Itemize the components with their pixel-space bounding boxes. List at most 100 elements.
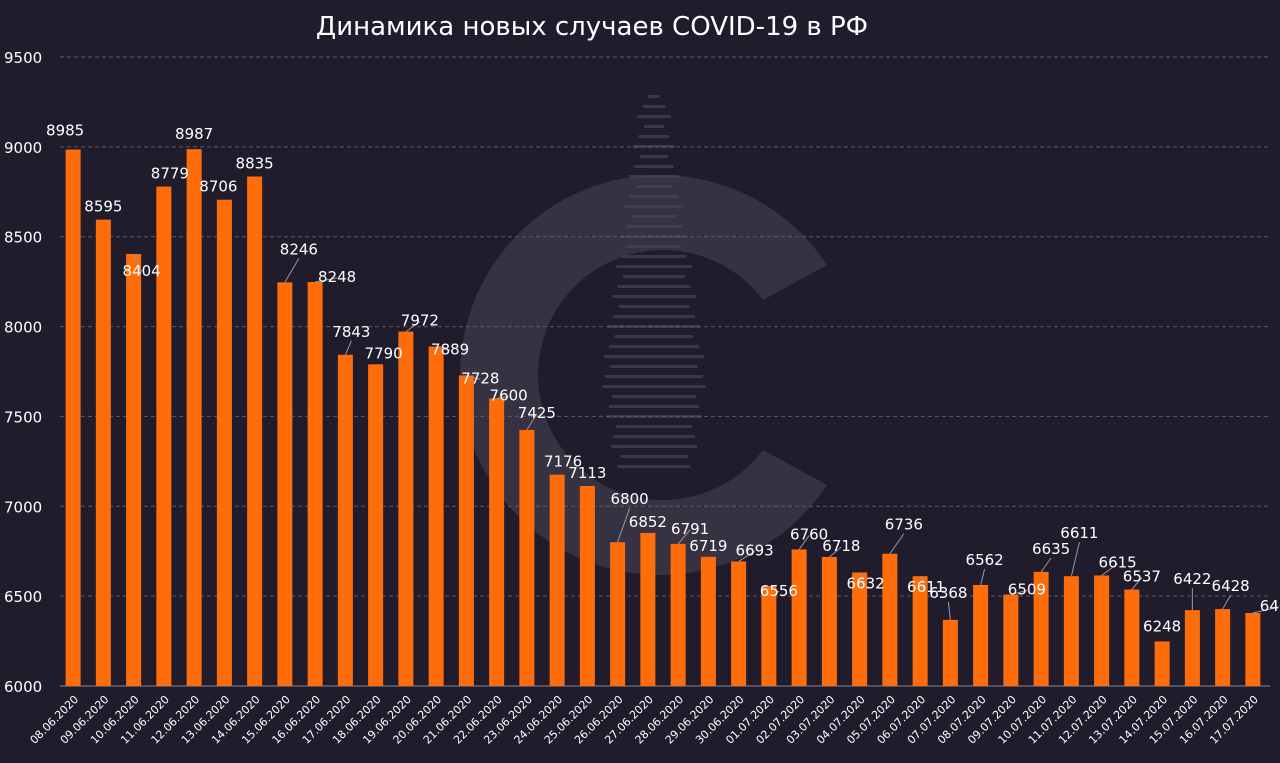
bar — [216, 199, 232, 686]
y-tick-label: 6000 — [4, 678, 42, 696]
logo-wave-line — [609, 405, 699, 408]
bar — [791, 549, 807, 686]
y-tick-label: 7500 — [4, 408, 42, 426]
y-tick-label: 6500 — [4, 588, 42, 606]
logo-wave-line — [637, 115, 671, 118]
logo-wave-line — [605, 375, 703, 378]
data-label: 6248 — [1143, 617, 1181, 635]
data-label: 6719 — [689, 537, 727, 555]
bar — [549, 474, 565, 686]
bar — [731, 561, 747, 686]
bar — [186, 149, 202, 687]
data-label: 6537 — [1123, 567, 1161, 585]
grid-lines — [60, 56, 1270, 687]
logo-wave-line — [634, 165, 674, 168]
bar — [973, 585, 989, 686]
label-leader-line — [133, 253, 143, 273]
data-label: 6368 — [929, 584, 967, 602]
data-label: 6615 — [1099, 553, 1137, 571]
logo-wave-line — [631, 215, 677, 218]
data-label: 7113 — [568, 464, 606, 482]
label-leader-lines — [133, 253, 1279, 620]
bar — [398, 331, 414, 686]
x-axis: 08.06.202009.06.202010.06.202011.06.2020… — [28, 693, 1261, 747]
label-leader-line — [284, 258, 300, 283]
label-leader-line — [947, 601, 951, 620]
data-label: 6509 — [1008, 581, 1046, 599]
bar — [277, 282, 293, 686]
label-leader-line — [1010, 590, 1027, 596]
bar — [247, 176, 263, 686]
data-label: 6556 — [760, 582, 798, 600]
bar — [1124, 589, 1140, 686]
label-leader-line — [859, 572, 867, 585]
bar — [640, 532, 656, 686]
label-leader-line — [617, 508, 631, 543]
bar — [1033, 571, 1049, 686]
data-label: 6406 — [1260, 597, 1280, 615]
bar — [65, 149, 81, 686]
label-leader-line — [980, 568, 986, 586]
data-label: 6760 — [790, 525, 828, 543]
data-label: 8706 — [199, 178, 237, 196]
data-label: 7728 — [461, 369, 499, 387]
bar — [1094, 575, 1110, 686]
logo-wave-line — [623, 275, 685, 278]
data-label: 7600 — [490, 386, 528, 404]
bar — [579, 485, 595, 686]
logo-wave-line — [624, 205, 684, 208]
data-label: 8985 — [46, 122, 84, 140]
logo-wave-line — [608, 325, 700, 328]
logo-wave-line — [635, 185, 673, 188]
bar — [368, 364, 384, 686]
logo-wave-line — [609, 345, 699, 348]
y-tick-label: 8000 — [4, 319, 42, 337]
bar — [337, 354, 353, 686]
bar — [1003, 594, 1019, 686]
label-leader-line — [798, 535, 810, 550]
bar — [95, 219, 111, 687]
label-leader-line — [738, 551, 755, 562]
bar — [670, 543, 686, 686]
logo-wave-line — [638, 135, 670, 138]
data-label: 7176 — [544, 453, 582, 471]
label-leader-line — [405, 321, 421, 333]
logo-wave-line — [629, 175, 679, 178]
logo-wave-line — [616, 425, 692, 428]
bar — [912, 576, 928, 686]
label-leader-line — [466, 374, 481, 380]
logo-wave-line — [603, 355, 705, 358]
chart-title: Динамика новых случаев COVID-19 в РФ — [315, 12, 869, 42]
data-label: 6693 — [736, 541, 774, 559]
data-label: 6718 — [822, 537, 860, 555]
data-label: 8246 — [280, 240, 318, 258]
label-leader-line — [1040, 557, 1052, 573]
label-leader-line — [919, 575, 927, 589]
logo-wave-line — [613, 435, 695, 438]
logo-wave-line — [620, 235, 688, 238]
logo-wave-line — [616, 265, 692, 268]
bar — [156, 186, 172, 686]
logo-wave-line — [620, 455, 688, 458]
data-label: 6791 — [671, 520, 709, 538]
logo-wave-line — [613, 315, 695, 318]
y-tick-label: 9500 — [4, 49, 42, 67]
data-label: 8595 — [84, 198, 122, 216]
data-label: 8248 — [318, 268, 356, 286]
data-label: 6852 — [629, 513, 667, 531]
y-tick-label: 9000 — [4, 139, 42, 157]
logo-wave-line — [633, 145, 675, 148]
logo-wave-line — [627, 245, 681, 248]
data-label: 6562 — [966, 551, 1004, 569]
logo-wave-line — [621, 255, 687, 258]
label-leader-line — [1222, 594, 1232, 610]
bar — [942, 619, 958, 686]
y-axis: 6000 6500 7000 7500 8000 8500 9000 9500 — [4, 49, 42, 696]
label-leader-line — [1131, 577, 1143, 590]
data-label: 7790 — [365, 344, 403, 362]
logo-wave-line — [611, 395, 697, 398]
label-leader-line — [315, 277, 338, 283]
bar — [458, 375, 474, 686]
